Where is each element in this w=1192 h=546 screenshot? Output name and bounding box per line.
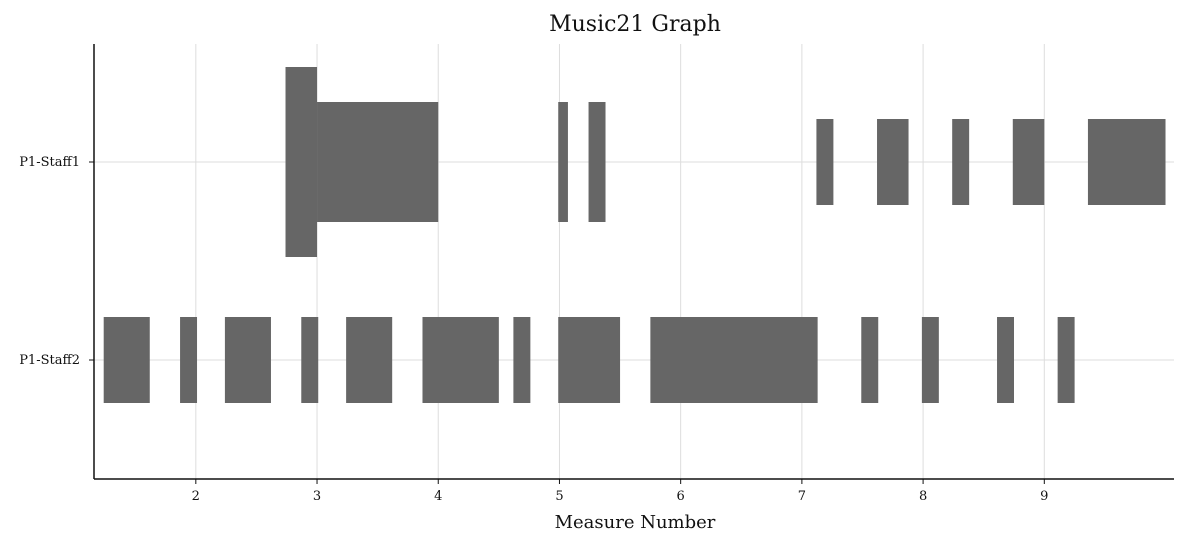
note-bar: [422, 317, 499, 403]
note-bar: [346, 317, 393, 403]
note-bar: [997, 317, 1014, 403]
note-bar: [513, 317, 531, 403]
note-bar: [103, 317, 150, 403]
note-bar: [816, 119, 834, 205]
note-bar: [952, 119, 970, 205]
grid-layer: [94, 44, 1174, 479]
note-bar: [180, 317, 198, 403]
x-tick-label: 3: [313, 489, 321, 504]
note-bar: [1057, 317, 1075, 403]
note-bar: [558, 102, 568, 222]
x-tick-label: 2: [192, 489, 200, 504]
x-tick-label: 9: [1040, 489, 1048, 504]
x-tick-label: 8: [919, 489, 927, 504]
note-bar: [1012, 119, 1045, 205]
note-bar: [877, 119, 909, 205]
note-bar: [1087, 119, 1166, 205]
note-bar: [921, 317, 939, 403]
y-tick-label: P1-Staff2: [19, 353, 80, 368]
note-bar: [285, 67, 318, 257]
note-bar: [588, 102, 606, 222]
y-tick-label: P1-Staff1: [19, 155, 80, 170]
note-bar: [317, 102, 439, 222]
note-bar: [301, 317, 319, 403]
x-tick-label: 4: [434, 489, 442, 504]
x-axis-label: Measure Number: [555, 512, 716, 533]
axis-layer: 2 3 4 5 6 7 8 9 P1-Staff1 P1-Staff2: [19, 44, 1174, 504]
x-tick-label: 6: [677, 489, 685, 504]
bar-layer: [103, 67, 1166, 403]
note-bar: [650, 317, 818, 403]
note-bar: [558, 317, 621, 403]
x-tick-label: 7: [798, 489, 806, 504]
note-bar: [224, 317, 271, 403]
x-tick-label: 5: [555, 489, 563, 504]
chart-title: Music21 Graph: [549, 12, 721, 37]
note-bar: [861, 317, 879, 403]
